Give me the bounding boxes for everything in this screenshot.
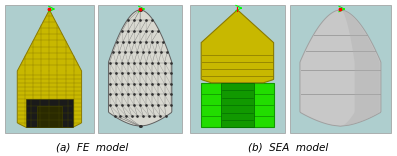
- FancyBboxPatch shape: [26, 99, 73, 127]
- Polygon shape: [201, 10, 274, 83]
- FancyBboxPatch shape: [290, 5, 391, 133]
- Text: (a)  FE  model: (a) FE model: [56, 142, 128, 152]
- Polygon shape: [221, 83, 254, 127]
- FancyBboxPatch shape: [190, 5, 285, 133]
- Text: (b)  SEA  model: (b) SEA model: [248, 142, 328, 152]
- FancyBboxPatch shape: [98, 5, 182, 133]
- Polygon shape: [108, 10, 172, 126]
- Polygon shape: [201, 83, 274, 127]
- Polygon shape: [339, 10, 380, 126]
- Polygon shape: [300, 10, 381, 126]
- FancyBboxPatch shape: [37, 106, 62, 127]
- FancyBboxPatch shape: [5, 5, 94, 133]
- Polygon shape: [17, 10, 82, 127]
